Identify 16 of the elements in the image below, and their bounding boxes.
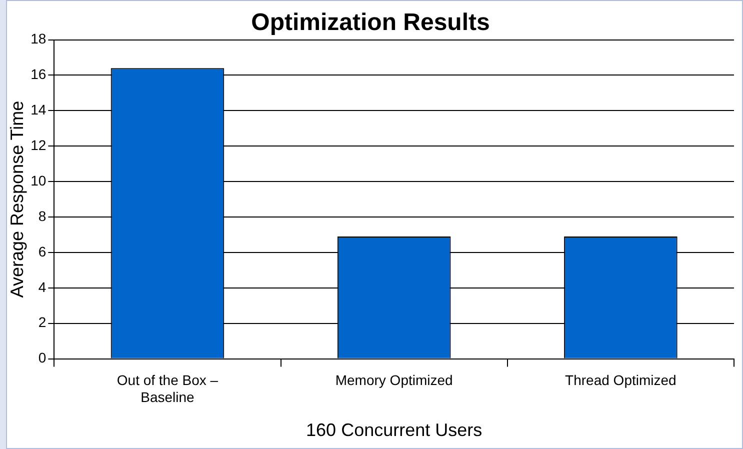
- x-tick-label: Memory Optimized: [335, 372, 453, 388]
- y-tick-label: 16: [30, 66, 46, 82]
- y-tick-label: 8: [38, 208, 46, 224]
- x-tick-label: Out of the Box – Baseline: [116, 372, 218, 405]
- y-tick-label: 10: [30, 172, 46, 188]
- y-tick-label: 12: [30, 136, 46, 153]
- chart-title: Optimization Results: [251, 9, 490, 36]
- y-tick-label: 4: [38, 278, 46, 295]
- y-tick-label: 18: [30, 30, 46, 47]
- y-tick-label: 14: [30, 102, 46, 118]
- y-tick-label: 0: [38, 350, 46, 366]
- y-tick-label: 6: [38, 243, 46, 260]
- y-axis-title: Average Response Time: [6, 100, 27, 298]
- x-tick-label: Thread Optimized: [565, 372, 676, 388]
- y-tick-label: 2: [38, 314, 46, 330]
- x-axis-title: 160 Concurrent Users: [306, 420, 482, 440]
